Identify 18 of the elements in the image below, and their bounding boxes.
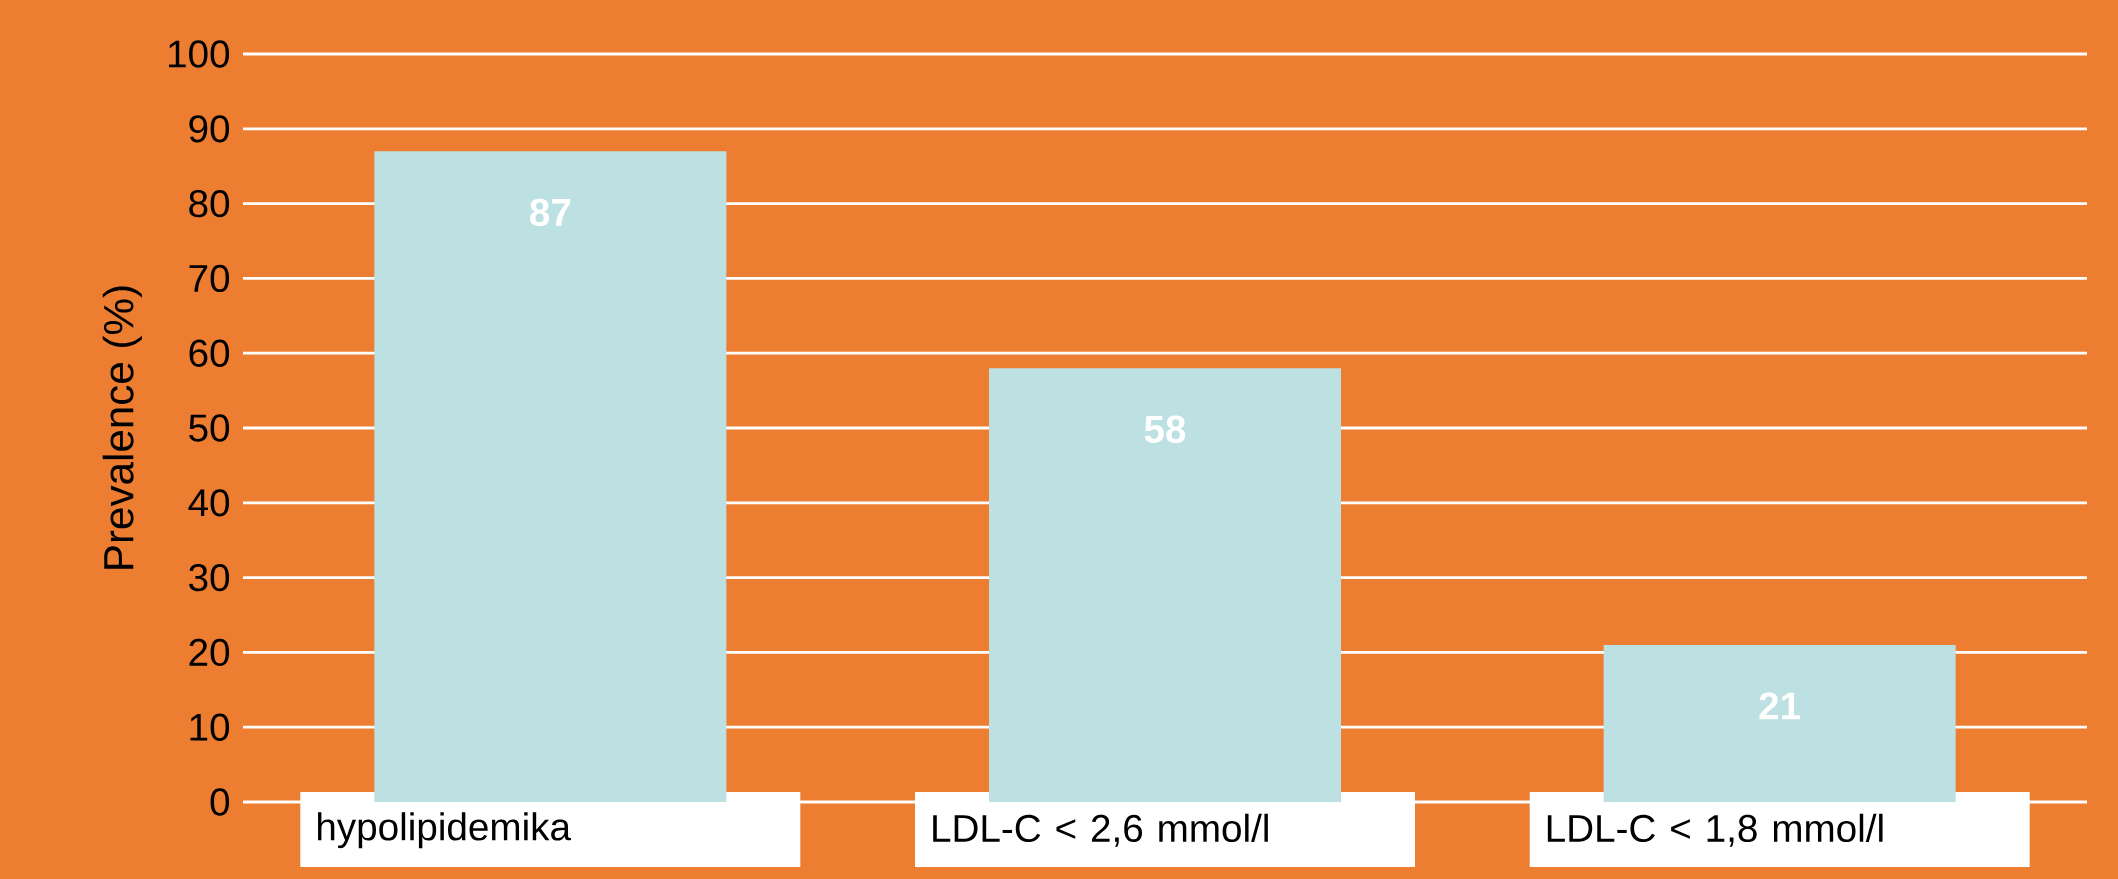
y-tick-label: 60 <box>189 339 230 367</box>
data-label: 58 <box>1144 415 1186 443</box>
y-tick-label: 0 <box>210 788 230 816</box>
y-tick-label: 40 <box>188 489 230 517</box>
y-tick-label: 50 <box>189 414 230 442</box>
data-label: 87 <box>530 198 571 227</box>
data-label: 21 <box>1759 692 1801 720</box>
y-tick-label: 90 <box>189 115 230 143</box>
y-tick-label: 70 <box>189 264 230 293</box>
y-tick-label: 80 <box>189 189 230 218</box>
y-tick-label: 30 <box>189 563 230 592</box>
y-tick-label: 100 <box>169 40 230 68</box>
x-tick-label: LDL-C < 2,6 mmol/l <box>933 813 1268 847</box>
y-axis-title: Prevalence (%) <box>102 286 142 569</box>
y-tick-label: 20 <box>189 638 230 667</box>
x-tick-label: hypolipidemika <box>318 812 571 849</box>
y-tick-label: 10 <box>190 713 230 741</box>
x-tick-label: LDL-C < 1,8 mmol/l <box>1547 813 1883 847</box>
